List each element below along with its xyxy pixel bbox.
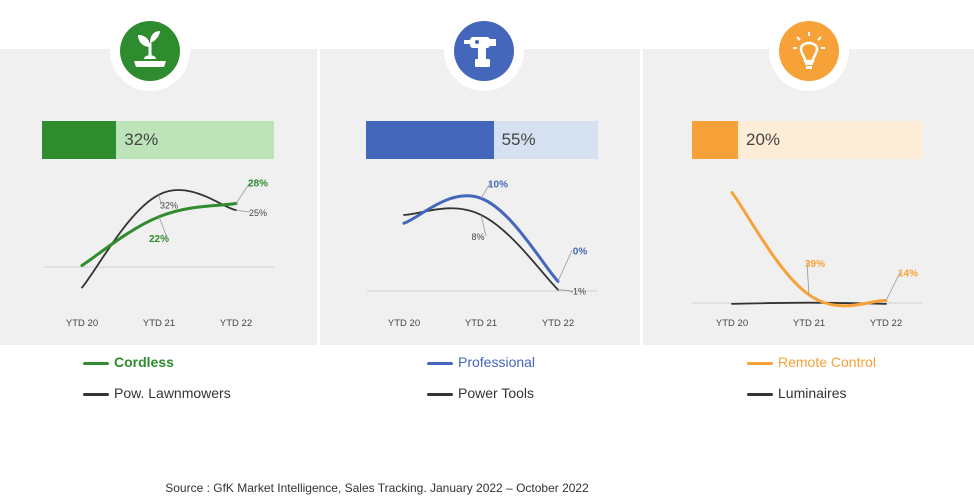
chart-panel-garden [0, 49, 317, 345]
x-tick-label: YTD 22 [542, 318, 574, 329]
share-bar-fill [692, 121, 738, 159]
legend-label: Power Tools [458, 385, 535, 401]
legend-label: Cordless [114, 354, 174, 370]
x-tick-label: YTD 21 [143, 318, 175, 329]
label-leader [235, 209, 251, 213]
legend-label: Pow. Lawnmowers [114, 385, 231, 401]
x-tick-label: YTD 20 [716, 318, 748, 329]
legend-swatch [83, 393, 109, 396]
legend-swatch [83, 362, 109, 365]
legend-label: Remote Control [778, 354, 877, 370]
legend-label: Luminaires [778, 385, 847, 401]
x-tick-label: YTD 21 [465, 318, 497, 329]
share-bar-tools: 55% [366, 121, 598, 159]
garden-icon-badge [110, 11, 190, 91]
legend-swatch [747, 362, 773, 365]
lighting-icon-badge [769, 11, 849, 91]
data-label: 8% [471, 232, 484, 242]
share-bar-garden: 32% [42, 121, 274, 159]
data-label: 39% [805, 259, 825, 270]
label-leader [158, 216, 168, 238]
share-bar-fill [42, 121, 117, 159]
share-bar-lighting: 20% [692, 121, 922, 159]
legend-swatch [427, 393, 453, 396]
power-drill-icon [454, 21, 514, 81]
x-tick-label: YTD 21 [793, 318, 825, 329]
label-leader [806, 262, 810, 295]
legend-swatch [427, 362, 453, 365]
label-leader [557, 289, 571, 292]
x-tick-label: YTD 20 [388, 318, 420, 329]
data-label: 25% [249, 208, 267, 218]
label-leader [235, 182, 251, 204]
share-bar-fill [366, 121, 494, 159]
led-bulb-icon [779, 21, 839, 81]
label-leader [480, 183, 491, 199]
x-tick-label: YTD 22 [220, 318, 252, 329]
share-label: 20% [746, 130, 781, 149]
data-label: 0% [573, 246, 588, 257]
x-tick-label: YTD 20 [66, 318, 98, 329]
sprouting-plant-icon [120, 21, 180, 81]
data-label: 10% [488, 179, 508, 190]
data-label: 32% [160, 201, 178, 211]
data-label: -1% [570, 287, 586, 297]
share-label: 32% [124, 130, 159, 149]
x-tick-label: YTD 22 [870, 318, 902, 329]
legend-label: Professional [458, 354, 536, 370]
label-leader [158, 194, 162, 205]
data-label: 28% [248, 178, 268, 189]
label-leader [885, 272, 901, 301]
data-label: 22% [149, 234, 169, 245]
label-leader [557, 250, 573, 282]
data-label: 14% [898, 269, 918, 280]
source-note: Source : GfK Market Intelligence, Sales … [165, 481, 589, 495]
label-leader [480, 214, 487, 237]
tools-icon-badge [444, 11, 524, 91]
share-label: 55% [501, 130, 536, 149]
legend-swatch [747, 393, 773, 396]
